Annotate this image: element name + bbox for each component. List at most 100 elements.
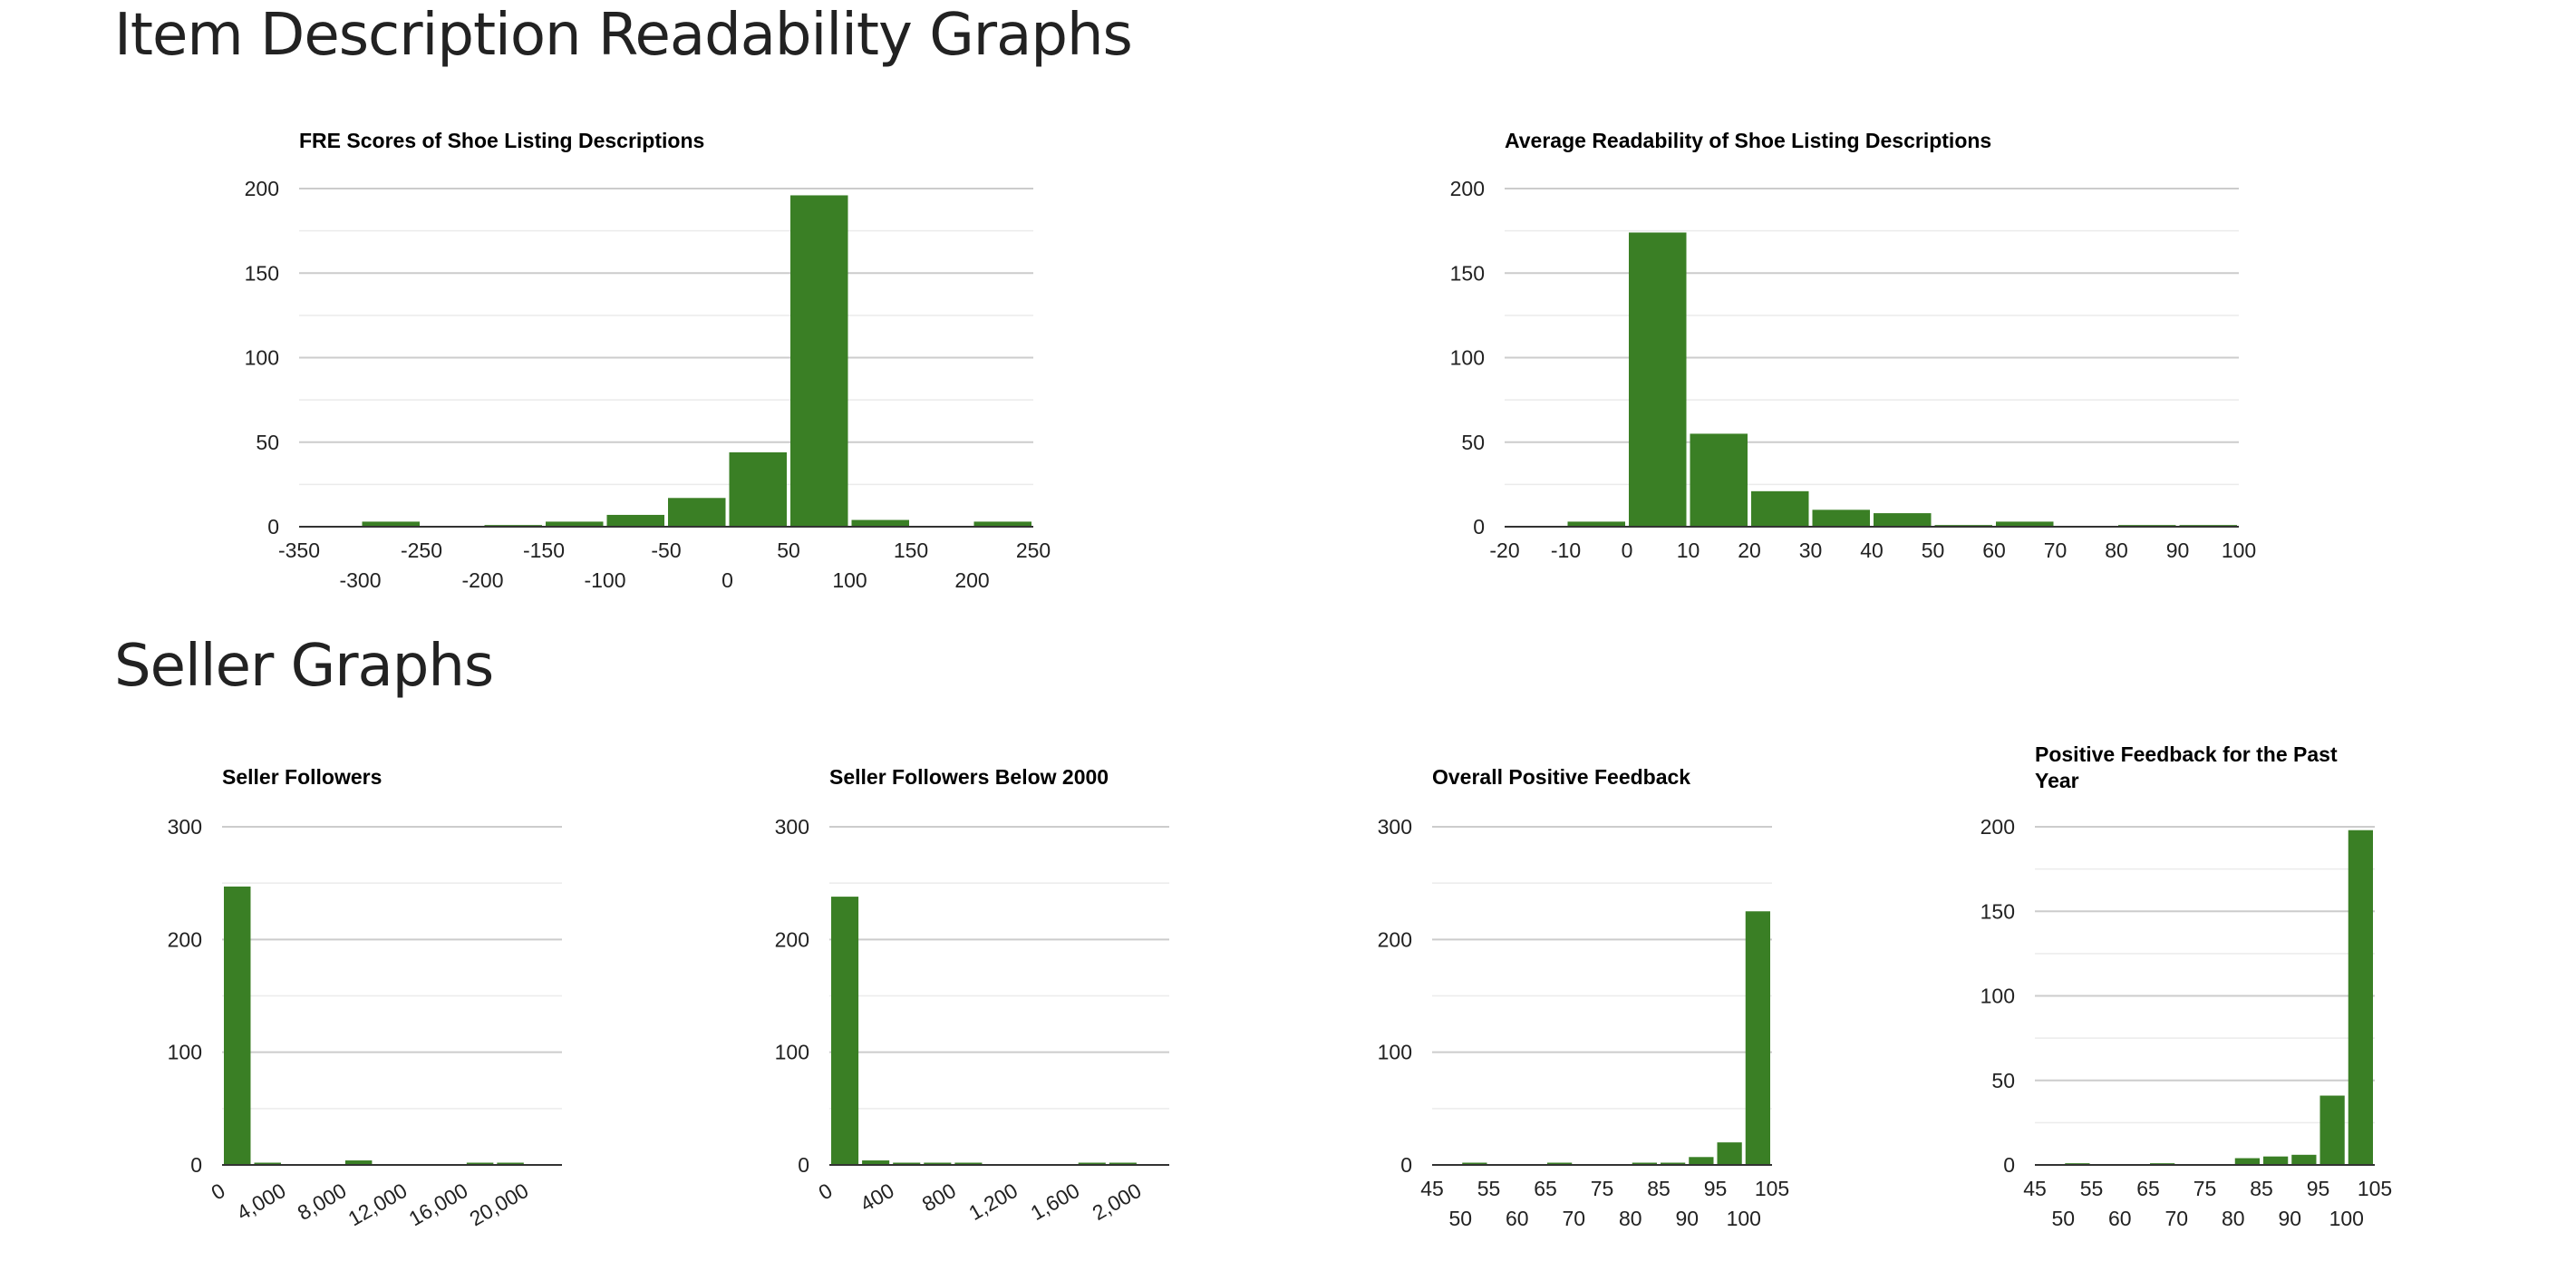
x-tick-label: -200	[461, 568, 503, 592]
histogram-bar	[2263, 1156, 2289, 1165]
chart-title-line: Year	[2035, 769, 2079, 792]
x-tick-label: 150	[894, 538, 928, 562]
y-tick-label: 0	[1400, 1153, 1412, 1177]
x-tick-label: -250	[401, 538, 442, 562]
chart-title: Seller Followers	[222, 765, 382, 789]
histogram-bar	[1462, 1162, 1487, 1165]
y-tick-label: 0	[798, 1153, 809, 1177]
y-tick-label: 300	[168, 815, 202, 839]
x-tick-label: 60	[2108, 1207, 2132, 1230]
histogram-bar	[1109, 1162, 1137, 1165]
chart-title-line: Positive Feedback for the Past	[2035, 742, 2338, 766]
histogram-bar	[344, 1160, 373, 1165]
x-tick-label: 8,000	[294, 1179, 351, 1225]
x-tick-label: 20,000	[465, 1179, 532, 1231]
y-tick-label: 50	[1461, 431, 1485, 454]
histogram-bar	[2348, 830, 2373, 1165]
x-tick-label: 16,000	[404, 1179, 471, 1231]
histogram-bar	[362, 521, 420, 527]
histogram-bar	[862, 1160, 890, 1165]
x-tick-label: -150	[523, 538, 565, 562]
histogram-bar	[2319, 1095, 2345, 1165]
histogram-bar	[893, 1162, 921, 1165]
x-tick-label: 70	[2044, 538, 2068, 562]
y-tick-label: 150	[1450, 261, 1485, 285]
x-tick-label: 10	[1677, 538, 1700, 562]
chart-average-readability: Average Readability of Shoe Listing Desc…	[1450, 129, 2257, 562]
histogram-bar	[606, 514, 664, 527]
histogram-bar	[1751, 490, 1809, 527]
chart-seller-followers-below-2000: Seller Followers Below 2000 0 100 200 300 0 40…	[775, 765, 1169, 1225]
x-tick-label: 75	[2193, 1177, 2217, 1200]
x-tick-label: 45	[1420, 1177, 1444, 1200]
x-tick-label: 105	[2358, 1177, 2392, 1200]
x-tick-label: 800	[918, 1179, 960, 1217]
y-tick-label: 150	[1980, 899, 2015, 923]
chart-overall-positive-feedback: Overall Positive Feedback 0 100 200 300 45505…	[1378, 765, 1790, 1230]
x-tick-label: 40	[1860, 538, 1884, 562]
histogram-bar	[1567, 521, 1625, 527]
y-tick-label: 200	[1980, 815, 2015, 839]
histogram-bar	[790, 195, 848, 527]
y-tick-label: 0	[190, 1153, 202, 1177]
x-tick-label: 45	[2023, 1177, 2047, 1200]
histogram-bar	[1745, 911, 1770, 1165]
x-tick-label: -20	[1489, 538, 1519, 562]
histogram-bar	[2291, 1154, 2317, 1165]
y-tick-label: 100	[1378, 1041, 1412, 1064]
x-tick-label: -50	[651, 538, 681, 562]
y-tick-label: 200	[1450, 177, 1485, 200]
histogram-bar	[851, 519, 909, 527]
chart-title: Seller Followers Below 2000	[829, 765, 1109, 789]
x-tick-label: 105	[1755, 1177, 1789, 1200]
histogram-bar	[954, 1162, 983, 1165]
x-tick-label: 20	[1738, 538, 1761, 562]
x-tick-label: 65	[1534, 1177, 1557, 1200]
x-tick-label: 1,200	[964, 1179, 1022, 1225]
y-tick-label: 200	[775, 927, 809, 951]
x-tick-label: 65	[2136, 1177, 2160, 1200]
x-tick-label: 30	[1799, 538, 1823, 562]
x-tick-label: 80	[1619, 1207, 1642, 1230]
histogram-bar	[1629, 232, 1687, 527]
x-tick-label: 70	[1562, 1207, 1585, 1230]
x-tick-label: 55	[1477, 1177, 1501, 1200]
histogram-bar	[1078, 1162, 1106, 1165]
x-tick-label: 200	[954, 568, 989, 592]
x-tick-label: -300	[339, 568, 381, 592]
x-tick-label: 1,600	[1026, 1179, 1083, 1225]
histogram-bar	[466, 1162, 494, 1165]
section-title-readability: Item Description Readability Graphs	[114, 2, 1133, 69]
y-tick-label: 0	[2003, 1153, 2015, 1177]
x-tick-label: 55	[2080, 1177, 2104, 1200]
histogram-bar	[546, 521, 604, 527]
y-tick-label: 200	[168, 927, 202, 951]
histogram-bar	[1996, 521, 2054, 527]
histogram-bar	[254, 1162, 281, 1165]
x-tick-label: 80	[2105, 538, 2128, 562]
y-tick-label: 100	[168, 1041, 202, 1064]
histogram-bar	[497, 1162, 524, 1165]
x-tick-label: 95	[2307, 1177, 2330, 1200]
chart-title: Overall Positive Feedback	[1432, 765, 1690, 789]
y-tick-label: 300	[775, 815, 809, 839]
y-tick-label: 100	[1980, 985, 2015, 1008]
x-tick-label: 0	[1622, 538, 1633, 562]
x-tick-label: 70	[2164, 1207, 2188, 1230]
histogram-bar	[973, 521, 1031, 527]
x-tick-label: 95	[1704, 1177, 1728, 1200]
x-tick-label: 100	[832, 568, 867, 592]
chart-fre-scores: FRE Scores of Shoe Listing Descriptions 0…	[245, 129, 1051, 592]
histogram-bar	[1632, 1162, 1657, 1165]
y-tick-label: 0	[267, 515, 279, 538]
x-tick-label: 4,000	[233, 1179, 290, 1225]
x-tick-label: 250	[1016, 538, 1051, 562]
x-tick-label: 0	[814, 1179, 836, 1205]
histogram-bar	[1874, 513, 1932, 527]
histogram-bar	[924, 1162, 952, 1165]
x-tick-label: 50	[1922, 538, 1945, 562]
y-tick-label: 100	[775, 1041, 809, 1064]
x-tick-label: -350	[278, 538, 320, 562]
x-tick-label: 100	[2329, 1207, 2364, 1230]
